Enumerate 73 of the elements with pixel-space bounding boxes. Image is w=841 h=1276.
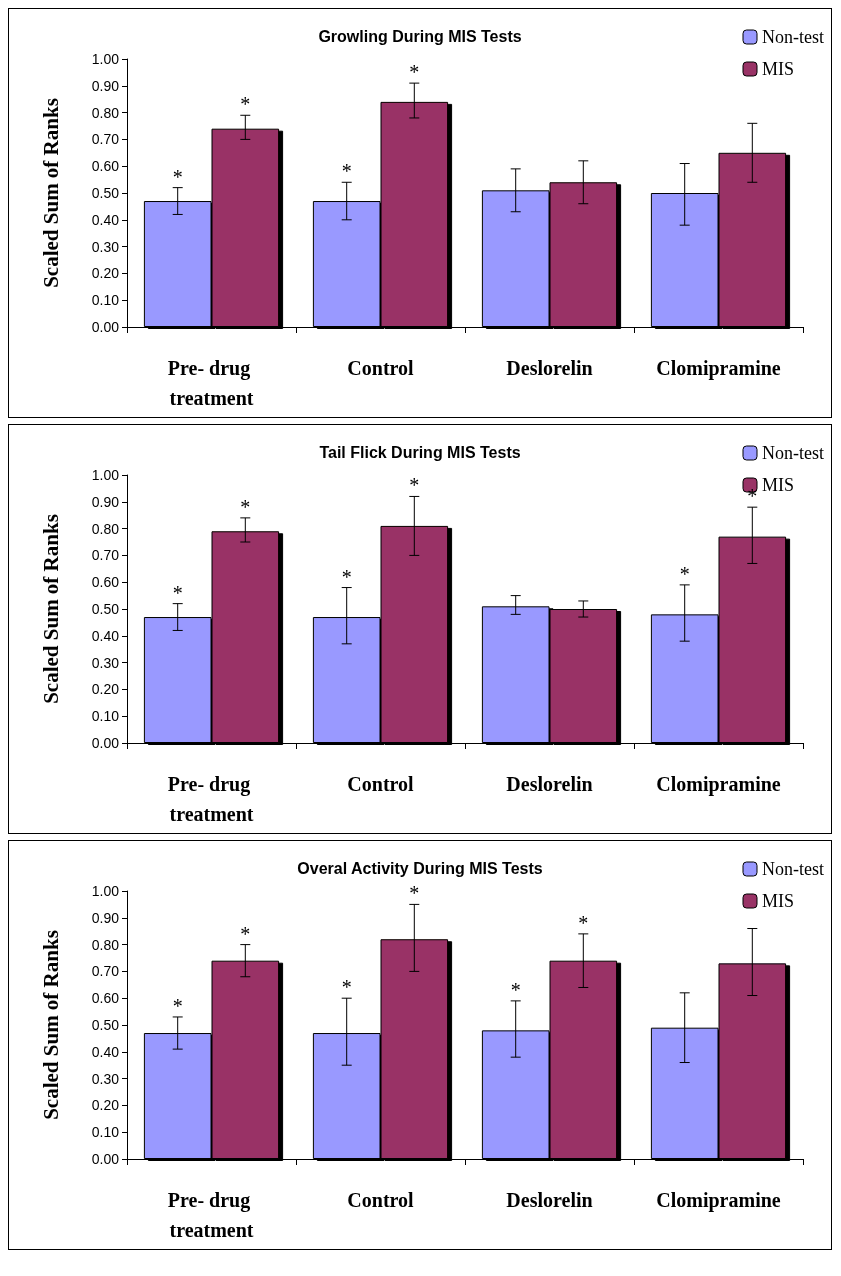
y-tick-label: 0.70 (91, 547, 120, 564)
annotation: * (409, 61, 420, 84)
annotation: * (679, 562, 690, 585)
y-tick-label: 0.60 (91, 574, 120, 591)
y-tick-label: 0.30 (91, 1070, 120, 1087)
annotation: * (172, 165, 183, 188)
annotation: * (240, 922, 251, 945)
legend-label: Non-test (762, 27, 825, 47)
y-tick-label: 0.20 (91, 265, 120, 282)
y-tick-label: 0.20 (91, 1097, 120, 1114)
x-tick-label: Deslorelin (506, 1189, 593, 1211)
legend-label: MIS (762, 891, 795, 911)
annotation: * (341, 976, 352, 999)
annotation: * (578, 911, 589, 934)
x-tick-label: Control (347, 357, 415, 379)
y-tick-label: 0.30 (91, 654, 120, 671)
y-tick-label: 0.00 (91, 1151, 120, 1167)
y-tick-label: 0.80 (91, 520, 120, 537)
annotation: * (172, 581, 183, 604)
x-tick-label: Pre- drug treatment (167, 357, 256, 409)
legend-label: Non-test (762, 443, 825, 463)
chart-title: Tail Flick During MIS Tests (319, 443, 521, 461)
x-tick-label: Clomipramine (656, 357, 781, 380)
y-tick-label: 0.80 (91, 104, 120, 121)
chart-title: Growling During MIS Tests (318, 27, 522, 45)
legend-label: Non-test (762, 859, 825, 879)
chart-title: Overal Activity During MIS Tests (297, 859, 543, 877)
y-tick-label: 0.70 (91, 963, 120, 980)
x-tick-label: Pre- drug treatment (167, 1189, 256, 1241)
y-axis-title: Scaled Sum of Ranks (38, 98, 63, 288)
y-tick-label: 0.00 (91, 735, 120, 751)
annotation: * (341, 160, 352, 183)
y-tick-label: 0.20 (91, 681, 120, 698)
y-tick-label: 0.90 (91, 77, 120, 94)
y-tick-label: 0.60 (91, 990, 120, 1007)
annotation: * (341, 565, 352, 588)
y-tick-label: 1.00 (91, 883, 120, 899)
x-tick-label: Control (347, 773, 415, 795)
y-tick-label: 0.10 (91, 708, 120, 725)
x-tick-label: Clomipramine (656, 773, 781, 796)
annotation: * (240, 93, 251, 116)
y-tick-label: 0.50 (91, 185, 120, 201)
y-tick-label: 0.40 (91, 211, 120, 228)
annotation: * (409, 474, 420, 497)
legend-label: MIS (762, 475, 795, 495)
annotation: * (172, 994, 183, 1017)
legend-label: MIS (762, 59, 795, 79)
y-tick-label: 0.50 (91, 1017, 120, 1033)
annotation: * (240, 495, 251, 518)
annotation: * (747, 485, 758, 508)
x-tick-label: Pre- drug treatment (167, 773, 256, 825)
annotation: * (510, 978, 521, 1001)
y-axis-title: Scaled Sum of Ranks (38, 930, 63, 1120)
x-tick-label: Deslorelin (506, 773, 593, 795)
y-tick-label: 0.50 (91, 601, 120, 617)
y-tick-label: 0.90 (91, 493, 120, 510)
annotation: * (409, 882, 420, 905)
x-tick-label: Control (347, 1189, 415, 1211)
x-tick-label: Clomipramine (656, 1189, 781, 1212)
x-tick-label: Deslorelin (506, 357, 593, 379)
y-tick-label: 0.30 (91, 238, 120, 255)
y-tick-label: 0.00 (91, 319, 120, 335)
y-tick-label: 0.10 (91, 1124, 120, 1141)
y-axis-title: Scaled Sum of Ranks (38, 514, 63, 704)
y-tick-label: 0.70 (91, 131, 120, 148)
y-tick-label: 0.40 (91, 627, 120, 644)
y-tick-label: 1.00 (91, 51, 120, 67)
y-tick-label: 0.90 (91, 909, 120, 926)
y-tick-label: 0.10 (91, 292, 120, 309)
y-tick-label: 0.40 (91, 1043, 120, 1060)
y-tick-label: 0.60 (91, 158, 120, 175)
y-tick-label: 0.80 (91, 936, 120, 953)
y-tick-label: 1.00 (91, 467, 120, 483)
